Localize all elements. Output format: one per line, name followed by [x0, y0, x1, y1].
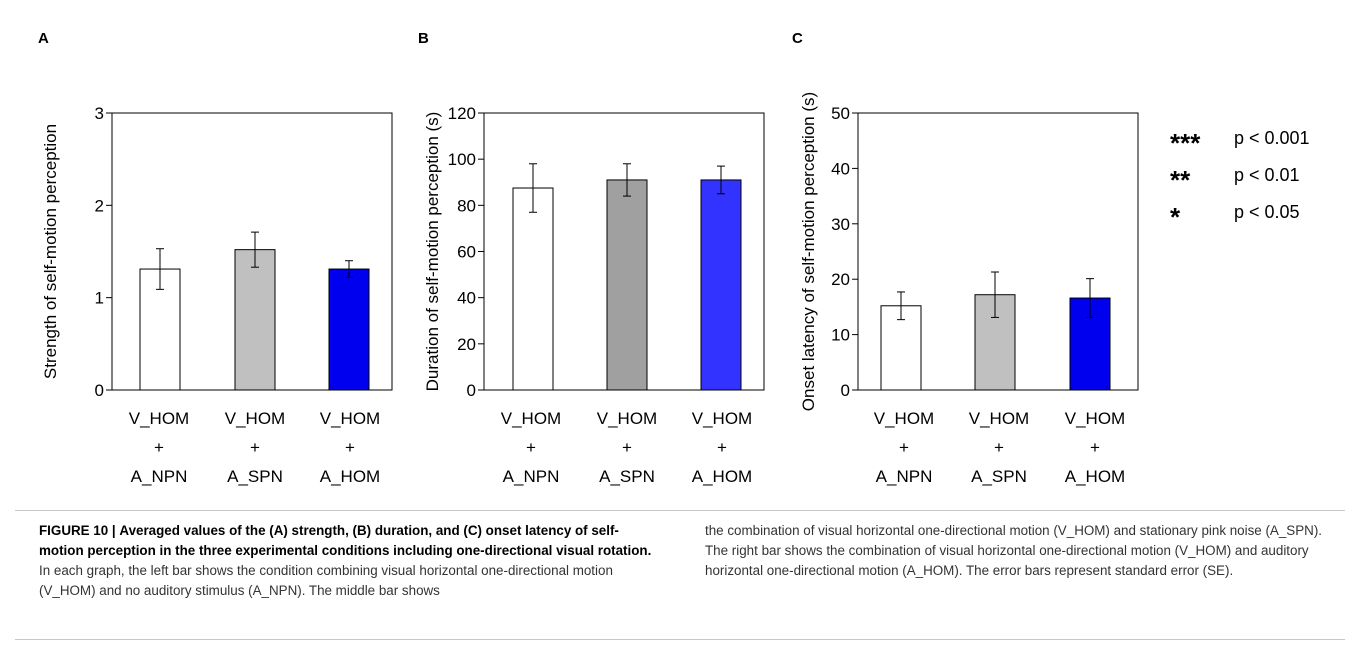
legend-stars: ***: [1170, 128, 1201, 158]
x-tick-label: V_HOM: [225, 409, 285, 428]
y-tick-label: 60: [457, 243, 476, 262]
x-tick-label: V_HOM: [969, 409, 1029, 428]
x-tick-label: A_NPN: [503, 467, 560, 486]
figure-10: A 0 1 2 3 Strength of self-motion perception V…: [38, 30, 1310, 486]
y-axis-label: Onset latency of self-motion perception …: [799, 92, 818, 411]
x-tick-label: A_SPN: [599, 467, 655, 486]
y-tick-label: 80: [457, 196, 476, 215]
x-tick-label: A_HOM: [320, 467, 380, 486]
y-tick-label: 2: [95, 196, 104, 215]
legend-text: p < 0.05: [1234, 202, 1300, 222]
panel-label: B: [418, 30, 429, 47]
chart-panel-c: C 0 10 20 30 40 50 Onset latency of self-motion…: [792, 30, 1139, 486]
x-tick-label: A_NPN: [131, 467, 188, 486]
y-tick-label: 20: [457, 335, 476, 354]
figure-caption: FIGURE 10 | Averaged values of the (A) s…: [15, 510, 1345, 640]
legend-text: p < 0.01: [1234, 165, 1300, 185]
panel-label: C: [792, 30, 803, 47]
bar: [328, 268, 370, 391]
y-tick-label: 3: [95, 104, 104, 123]
x-tick-label: V_HOM: [129, 409, 189, 428]
x-tick-label: A_SPN: [227, 467, 283, 486]
legend-stars: *: [1170, 202, 1181, 232]
x-tick-label: +: [1090, 438, 1100, 457]
caption-text-right: the combination of visual horizontal one…: [705, 523, 1323, 578]
significance-legend: *** p < 0.001 ** p < 0.01 * p < 0.05: [1170, 128, 1310, 232]
caption-left-column: FIGURE 10 | Averaged values of the (A) s…: [39, 521, 663, 601]
panel-label: A: [38, 30, 49, 47]
chart-panel-a: A 0 1 2 3 Strength of self-motion perception V…: [38, 30, 393, 486]
x-tick-label: +: [994, 438, 1004, 457]
x-tick-label: +: [899, 438, 909, 457]
bar: [234, 249, 276, 391]
y-tick-label: 0: [841, 381, 850, 400]
y-tick-label: 0: [95, 381, 104, 400]
y-tick-label: 10: [831, 326, 850, 345]
y-tick-label: 50: [831, 104, 850, 123]
y-axis-label: Duration of self-motion perception (s): [423, 112, 442, 392]
x-tick-label: +: [345, 438, 355, 457]
y-axis-label: Strength of self-motion perception: [41, 124, 60, 379]
y-tick-label: 100: [448, 150, 476, 169]
x-tick-label: V_HOM: [501, 409, 561, 428]
caption-text-left: In each graph, the left bar shows the co…: [39, 563, 613, 598]
x-tick-label: A_HOM: [1065, 467, 1125, 486]
legend-stars: **: [1170, 165, 1191, 195]
x-tick-label: V_HOM: [320, 409, 380, 428]
bar: [700, 179, 742, 391]
x-tick-label: A_HOM: [692, 467, 752, 486]
x-tick-label: V_HOM: [1065, 409, 1125, 428]
y-tick-label: 40: [831, 159, 850, 178]
x-tick-label: +: [717, 438, 727, 457]
y-tick-label: 30: [831, 215, 850, 234]
x-tick-label: +: [250, 438, 260, 457]
x-tick-label: +: [622, 438, 632, 457]
x-tick-label: A_SPN: [971, 467, 1027, 486]
bar: [606, 179, 648, 391]
y-tick-label: 0: [467, 381, 476, 400]
x-tick-label: +: [526, 438, 536, 457]
x-tick-label: +: [154, 438, 164, 457]
y-tick-label: 20: [831, 270, 850, 289]
x-tick-label: A_NPN: [876, 467, 933, 486]
bar: [512, 187, 554, 391]
y-tick-label: 1: [95, 289, 104, 308]
y-tick-label: 120: [448, 104, 476, 123]
y-tick-label: 40: [457, 289, 476, 308]
figure-title: Averaged values of the (A) strength, (B)…: [39, 523, 652, 558]
x-tick-label: V_HOM: [874, 409, 934, 428]
x-tick-label: V_HOM: [692, 409, 752, 428]
chart-panel-b: B 0 20 40 60 80 100 120 Duration of self-motion …: [418, 30, 765, 486]
x-tick-label: V_HOM: [597, 409, 657, 428]
figure-label: FIGURE 10 |: [39, 523, 116, 538]
caption-right-column: the combination of visual horizontal one…: [705, 521, 1325, 581]
legend-text: p < 0.001: [1234, 128, 1310, 148]
